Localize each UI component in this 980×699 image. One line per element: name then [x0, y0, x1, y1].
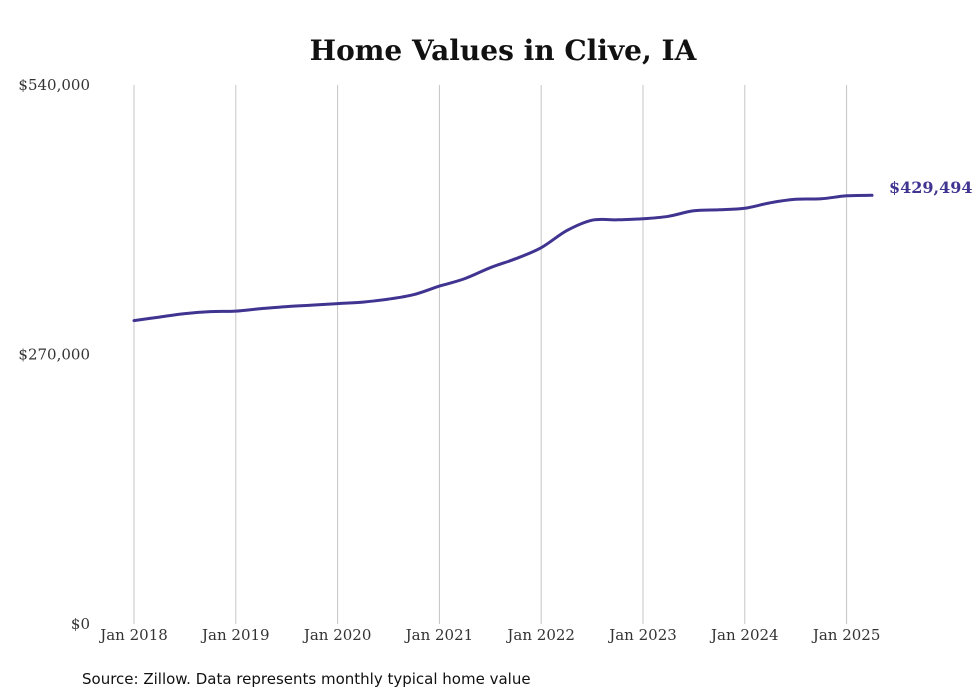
end-value-label: $429,494 — [889, 178, 973, 197]
y-tick-label: $270,000 — [18, 346, 90, 364]
x-tick-label: Jan 2018 — [98, 626, 168, 644]
x-axis-tick-labels: Jan 2018 Jan 2019 Jan 2020 Jan 2021 Jan 2022… — [98, 626, 880, 644]
x-tick-label: Jan 2025 — [811, 626, 881, 644]
x-tick-label: Jan 2023 — [607, 626, 677, 644]
x-tick-label: Jan 2019 — [200, 626, 270, 644]
x-tick-label: Jan 2021 — [404, 626, 474, 644]
series-layer — [132, 193, 874, 323]
chart-title: Home Values in Clive, IA — [310, 34, 698, 67]
x-tick-label: Jan 2020 — [302, 626, 372, 644]
x-tick-label: Jan 2022 — [505, 626, 575, 644]
y-axis-tick-labels: $0 $270,000 $540,000 — [18, 76, 90, 633]
x-tick-label: Jan 2024 — [709, 626, 779, 644]
y-tick-label: $540,000 — [18, 76, 90, 94]
source-note: Source: Zillow. Data represents monthly … — [82, 670, 531, 688]
gridlines — [133, 85, 848, 624]
series-line — [132, 193, 874, 323]
y-tick-label: $0 — [71, 615, 90, 633]
